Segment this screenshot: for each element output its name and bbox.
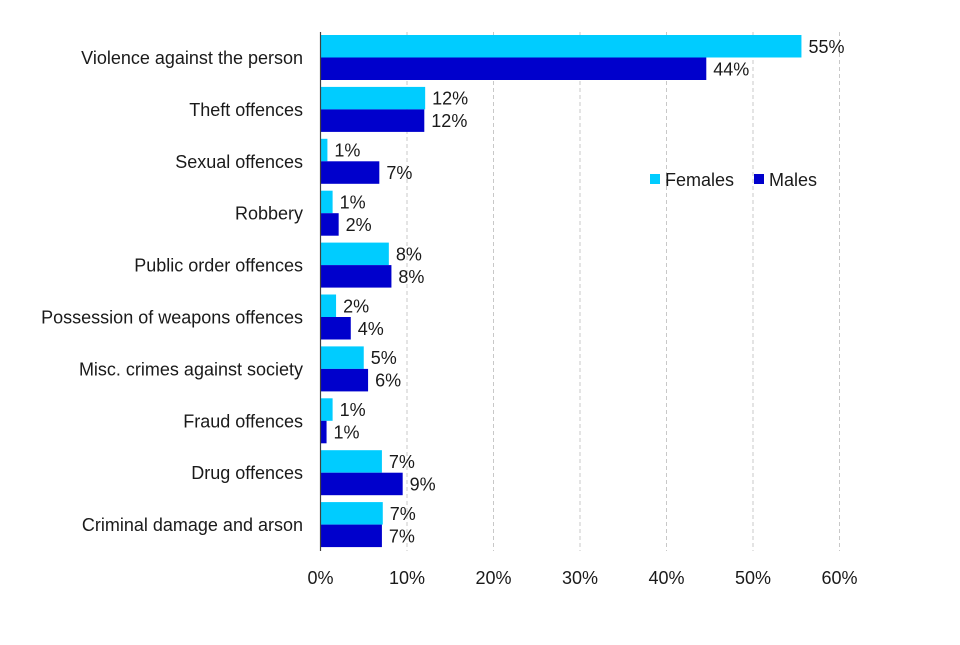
bar-males bbox=[320, 57, 707, 80]
bar-males bbox=[320, 524, 382, 548]
x-tick-label: 50% bbox=[735, 568, 771, 588]
data-label: 2% bbox=[343, 296, 369, 316]
bar-females bbox=[320, 398, 333, 421]
x-tick-label: 30% bbox=[562, 568, 598, 588]
bar-females bbox=[320, 190, 333, 214]
data-label: 7% bbox=[386, 163, 412, 183]
bar-females bbox=[320, 346, 364, 369]
category-label: Misc. crimes against society bbox=[79, 359, 303, 379]
bar-males bbox=[320, 161, 380, 184]
gridlines bbox=[406, 32, 840, 551]
data-label: 4% bbox=[358, 319, 384, 339]
data-label: 8% bbox=[396, 244, 422, 264]
data-label: 8% bbox=[398, 267, 424, 287]
data-label: 55% bbox=[808, 37, 844, 57]
legend: Females Males bbox=[650, 170, 817, 190]
x-tick-label: 60% bbox=[821, 568, 857, 588]
category-label: Possession of weapons offences bbox=[41, 307, 303, 327]
category-label: Fraud offences bbox=[183, 411, 303, 431]
bar-males bbox=[320, 368, 369, 392]
bar-males bbox=[320, 109, 425, 132]
data-label: 12% bbox=[431, 111, 467, 131]
data-label: 1% bbox=[334, 423, 360, 443]
data-label: 7% bbox=[389, 452, 415, 472]
category-label: Drug offences bbox=[191, 463, 303, 483]
data-label: 7% bbox=[390, 504, 416, 524]
data-label: 5% bbox=[371, 348, 397, 368]
bar-males bbox=[320, 420, 327, 444]
bar-females bbox=[320, 138, 328, 162]
bar-females bbox=[320, 35, 802, 58]
data-label: 2% bbox=[346, 215, 372, 235]
data-label: 7% bbox=[389, 526, 415, 546]
category-label: Theft offences bbox=[189, 100, 303, 120]
data-label: 1% bbox=[334, 141, 360, 161]
bar-males bbox=[320, 317, 351, 340]
bar-females bbox=[320, 502, 383, 525]
bar-females bbox=[320, 86, 426, 110]
data-label: 12% bbox=[432, 89, 468, 109]
category-label: Criminal damage and arson bbox=[82, 515, 303, 535]
x-tick-label: 40% bbox=[648, 568, 684, 588]
x-tick-label: 20% bbox=[475, 568, 511, 588]
bar-females bbox=[320, 294, 337, 317]
data-label: 1% bbox=[340, 192, 366, 212]
legend-swatch-females bbox=[650, 174, 660, 184]
data-label: 44% bbox=[713, 59, 749, 79]
category-label: Public order offences bbox=[134, 256, 303, 276]
bar-males bbox=[320, 265, 392, 288]
data-label: 6% bbox=[375, 371, 401, 391]
bar-females bbox=[320, 450, 382, 473]
data-label: 1% bbox=[340, 400, 366, 420]
bars: 55%44%12%12%1%7%1%2%8%8%2%4%5%6%1%1%7%9%… bbox=[320, 35, 844, 548]
x-tick-label: 10% bbox=[389, 568, 425, 588]
category-labels: Violence against the person Theft offence… bbox=[41, 48, 303, 535]
legend-label: Females bbox=[665, 170, 734, 190]
bar-males bbox=[320, 213, 339, 236]
bar-males bbox=[320, 472, 403, 496]
category-label: Robbery bbox=[235, 204, 303, 224]
bar-females bbox=[320, 242, 389, 266]
x-tick-labels: 0% 10% 20% 30% 40% 50% 60% bbox=[307, 568, 857, 588]
category-label: Violence against the person bbox=[81, 48, 303, 68]
legend-swatch-males bbox=[754, 174, 764, 184]
category-label: Sexual offences bbox=[175, 152, 303, 172]
x-tick-label: 0% bbox=[307, 568, 333, 588]
data-label: 9% bbox=[410, 474, 436, 494]
legend-label: Males bbox=[769, 170, 817, 190]
